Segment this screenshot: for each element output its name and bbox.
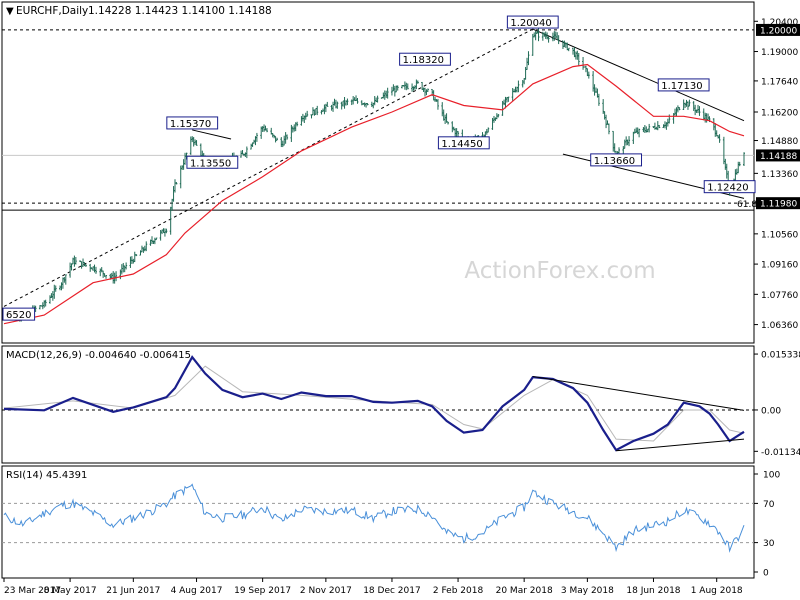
annotation-box-6 [657, 78, 710, 92]
fib-label: 61.8 [737, 200, 757, 210]
price-tag-2 [756, 197, 800, 210]
annotation-label-1: 1.18320 [403, 55, 444, 66]
trendline-1 [192, 129, 232, 140]
price-tick-label: 1.06360 [761, 321, 798, 331]
rsi-tick-label: 30 [763, 539, 775, 549]
header-arrow-icon: ▼ [6, 6, 14, 17]
annotation-label-8: 6520 [6, 310, 31, 321]
date-tick-label: 8 May 2017 [44, 586, 97, 596]
annotation-label-2: 1.15370 [170, 119, 211, 130]
rsi-title: RSI(14) 45.4391 [6, 470, 87, 481]
rsi-layer [2, 483, 754, 553]
price-tag-1 [756, 149, 800, 162]
annotation-label-7: 1.12420 [707, 183, 748, 194]
ma-line [3, 63, 745, 325]
annotation-label-3: 1.13550 [190, 158, 231, 169]
moving-average [3, 63, 745, 325]
macd-tick-label: 0.00 [761, 406, 781, 416]
price-axis: 1.20400 1.19000 1.17640 1.16200 1.14880 1.133… [754, 18, 800, 331]
date-tick-label: 20 Mar 2018 [496, 586, 553, 596]
price-tick-label: 1.17640 [761, 77, 798, 87]
price-tick-label: 1.19000 [761, 48, 798, 58]
annotation-box-5 [590, 153, 643, 167]
annotation-box-1 [399, 52, 451, 66]
annotation-label-4: 1.14450 [441, 139, 482, 150]
date-tick-label: 18 Jun 2018 [626, 586, 680, 596]
price-tag-label-0: 1.20000 [760, 26, 797, 36]
date-tick-label: 2 Feb 2018 [433, 586, 484, 596]
annotation-box-8 [2, 307, 36, 321]
rsi-panel-frame [1, 465, 755, 579]
date-tick-label: 1 Aug 2018 [691, 586, 743, 596]
annotation-label-6: 1.17130 [661, 81, 702, 92]
date-tick-label: 18 Dec 2017 [363, 586, 421, 596]
price-tick-label: 1.09160 [761, 261, 798, 271]
macd-trendline-1 [616, 438, 745, 452]
annotation-label-5: 1.13660 [594, 156, 635, 167]
macd-line [3, 355, 745, 452]
rsi-line [3, 483, 745, 553]
date-tick-label: 2 Nov 2017 [300, 586, 352, 596]
date-tick-label: 4 Aug 2017 [171, 586, 223, 596]
macd-trendline-0 [532, 375, 745, 411]
macd-panel-frame [1, 345, 755, 464]
price-panel-frame [1, 1, 755, 344]
price-tag-0 [756, 23, 800, 36]
watermark: ActionForex.com [464, 258, 655, 284]
price-tick-label: 1.14880 [761, 137, 798, 147]
trendline-2 [532, 28, 745, 122]
ohlc-values: 1.14228 1.14423 1.14100 1.14188 [88, 5, 272, 17]
date-tick-label: 19 Sep 2017 [234, 586, 291, 596]
date-tick-label: 23 Mar 2017 [4, 586, 61, 596]
annotation-label-0: 1.20040 [510, 18, 551, 29]
rsi-tick-label: 0 [763, 569, 769, 579]
macd-signal-line [3, 365, 745, 442]
rsi-axis: 100 70 30 0 [754, 471, 780, 579]
annotation-box-7 [703, 180, 756, 194]
annotation-box-2 [166, 116, 219, 130]
date-tick-label: 21 Jun 2017 [106, 586, 160, 596]
date-tick-label: 3 May 2018 [561, 586, 614, 596]
price-annotations: 1.20040 1.18320 1.15370 1.13550 1.14450 1.136… [2, 15, 756, 321]
macd-tick-label: 0.015338 [761, 351, 800, 361]
macd-layer [2, 355, 754, 452]
rsi-tick-label: 70 [763, 500, 775, 510]
annotation-box-0 [506, 15, 559, 29]
macd-tick-label: -0.011344 [761, 448, 800, 458]
annotation-box-4 [437, 136, 490, 150]
price-tag-label-2: 1.11980 [760, 200, 797, 210]
price-tick-label: 1.10560 [761, 230, 798, 240]
price-tick-label: 1.20400 [761, 18, 798, 28]
symbol-title: EURCHF,Daily [16, 5, 88, 17]
price-tick-label: 1.16200 [761, 109, 798, 119]
price-tick-label: 1.13360 [761, 170, 798, 180]
macd-axis: 0.015338 0.00 -0.011344 [754, 351, 800, 458]
rsi-tick-label: 100 [763, 471, 780, 481]
annotation-box-3 [186, 155, 239, 169]
macd-title: MACD(12,26,9) -0.004640 -0.006415 [6, 350, 191, 361]
price-tick-label: 1.07760 [761, 291, 798, 301]
price-tag-label-1: 1.14188 [760, 152, 797, 162]
